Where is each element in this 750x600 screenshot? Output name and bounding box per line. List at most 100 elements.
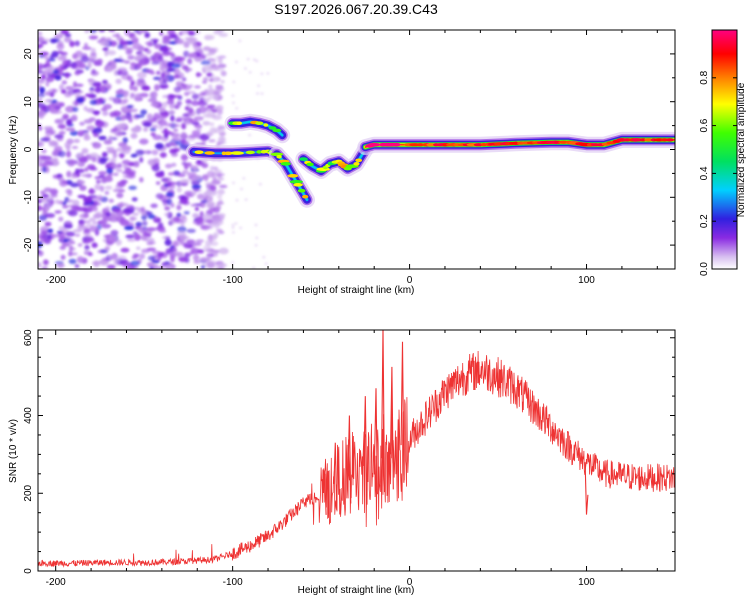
noise-blob <box>61 80 68 85</box>
noise-blob <box>187 58 193 65</box>
noise-blob <box>187 90 196 95</box>
noise-blob <box>134 114 145 118</box>
noise-blob <box>208 139 216 143</box>
noise-blob <box>62 59 70 66</box>
noise-blob <box>115 93 125 98</box>
noise-blob <box>76 96 85 104</box>
noise-blob <box>196 127 202 132</box>
noise-blob <box>121 145 132 151</box>
noise-blob <box>211 79 218 83</box>
track-hotspot <box>293 183 303 187</box>
noise-blob <box>144 237 155 243</box>
noise-blob <box>79 185 87 191</box>
colorbar-tick-label: 0.2 <box>699 214 710 228</box>
noise-blob <box>57 55 67 62</box>
noise-blob <box>192 213 200 219</box>
noise-blob <box>58 231 66 239</box>
noise-blob <box>130 62 137 67</box>
noise-blob <box>150 103 159 107</box>
noise-blob <box>111 110 122 117</box>
noise-blob <box>66 150 72 158</box>
noise-blob <box>72 106 79 113</box>
colorbar-tick-label: 0.8 <box>699 70 710 84</box>
noise-blob <box>84 30 90 34</box>
noise-blob <box>114 130 123 137</box>
noise-blob <box>193 254 200 261</box>
noise-blob <box>163 128 168 134</box>
noise-blob <box>215 84 224 90</box>
track-hotspot <box>353 162 360 166</box>
noise-blob <box>75 154 82 158</box>
noise-blob <box>125 173 136 179</box>
noise-blob <box>93 59 100 66</box>
noise-blob <box>136 246 141 250</box>
noise-blob <box>73 65 81 70</box>
noise-blob <box>38 31 43 36</box>
noise-blob <box>129 83 134 91</box>
spectrogram-marks <box>38 30 675 269</box>
noise-blob <box>139 30 149 33</box>
noise-blob <box>108 255 117 261</box>
noise-blob <box>54 199 60 205</box>
noise-blob <box>38 93 46 98</box>
noise-blob <box>96 179 101 184</box>
noise-blob <box>76 53 83 60</box>
noise-blob <box>192 165 198 172</box>
noise-blob <box>136 78 146 83</box>
noise-blob <box>99 185 105 192</box>
noise-blob <box>40 190 46 195</box>
noise-blob <box>84 42 88 48</box>
noise-blob <box>107 235 117 243</box>
y-tick-label: 600 <box>23 329 34 346</box>
noise-blob <box>54 210 61 214</box>
track-hotspot <box>297 188 306 193</box>
noise-blob <box>95 120 105 128</box>
colorbar-tick-label: 0.6 <box>699 118 710 132</box>
noise-blob <box>195 57 203 61</box>
noise-blob <box>173 74 180 79</box>
noise-blob <box>74 99 79 107</box>
noise-blob <box>184 252 194 256</box>
noise-blob <box>206 58 216 61</box>
noise-blob <box>139 92 149 98</box>
colorbar-ticks: 0.0 0.2 0.4 0.6 0.8 <box>699 70 737 276</box>
noise-blob <box>120 90 130 95</box>
noise-blob <box>63 223 73 229</box>
noise-blob <box>134 233 141 241</box>
noise-blob <box>141 248 151 254</box>
noise-blob <box>191 191 197 196</box>
noise-blob <box>164 51 175 56</box>
noise-blob <box>109 111 114 118</box>
noise-blob <box>125 171 134 175</box>
noise-blob <box>106 50 117 56</box>
track-hotspot <box>306 162 314 167</box>
noise-blob <box>209 165 214 171</box>
noise-blob <box>147 214 156 219</box>
noise-blob <box>150 91 158 98</box>
noise-blob <box>218 135 226 143</box>
noise-blob <box>164 264 173 269</box>
y-tick-label: 10 <box>23 96 34 108</box>
noise-blob <box>141 85 151 91</box>
noise-blob <box>217 57 223 64</box>
noise-blob <box>206 170 215 178</box>
noise-blob <box>231 94 235 98</box>
noise-blob <box>65 72 70 79</box>
noise-blob <box>131 217 138 221</box>
noise-blob <box>176 187 182 193</box>
noise-blob <box>39 86 45 94</box>
noise-blob <box>216 215 225 221</box>
noise-blob <box>204 99 210 103</box>
noise-blob <box>166 99 172 105</box>
noise-blob <box>215 30 225 33</box>
noise-blob <box>180 131 187 139</box>
noise-blob <box>231 261 235 264</box>
noise-blob <box>181 65 189 70</box>
noise-blob <box>142 121 152 128</box>
noise-blob <box>38 97 43 102</box>
noise-blob <box>199 257 210 262</box>
noise-blob <box>79 213 89 219</box>
noise-blob <box>38 70 45 74</box>
noise-blob <box>98 171 107 176</box>
noise-blob <box>45 166 50 174</box>
